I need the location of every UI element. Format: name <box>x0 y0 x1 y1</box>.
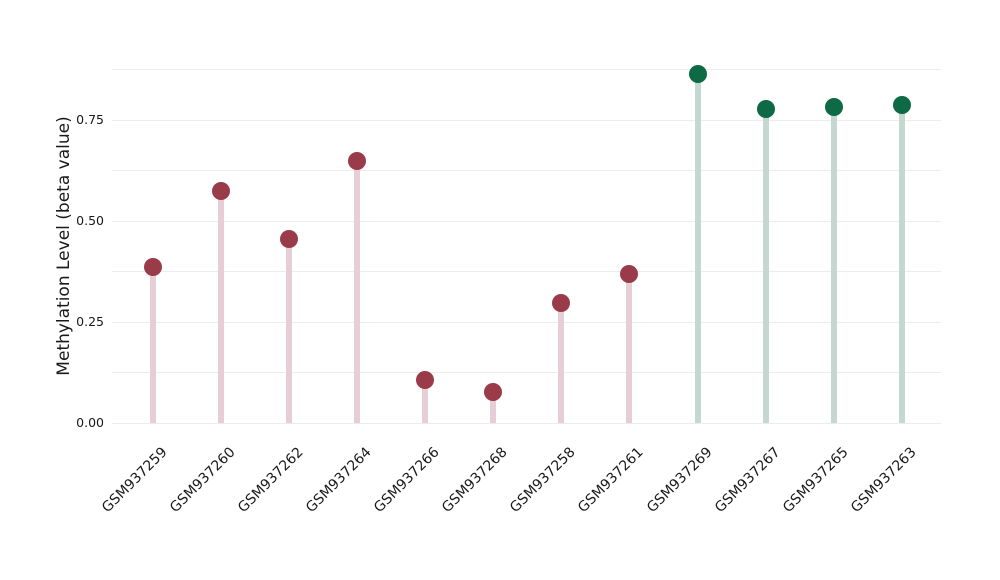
lollipop-stem <box>149 267 156 423</box>
gridline <box>112 119 941 121</box>
data-point-dot <box>620 265 639 284</box>
lollipop-stem <box>286 239 293 423</box>
y-axis-title: Methylation Level (beta value) <box>54 116 74 376</box>
data-point-dot <box>756 100 775 119</box>
x-tick-label: GSM937259 <box>98 444 171 516</box>
data-point-dot <box>552 293 571 312</box>
lollipop-stem <box>898 105 905 423</box>
lollipop-stem <box>490 392 497 423</box>
lollipop-stem <box>626 274 633 423</box>
data-point-dot <box>688 64 707 83</box>
lollipop-stem <box>830 107 837 423</box>
data-point-dot <box>824 98 843 117</box>
gridline <box>112 321 941 323</box>
lollipop-stem <box>762 109 769 423</box>
lollipop-stem <box>354 161 361 423</box>
data-point-dot <box>484 383 503 402</box>
data-point-dot <box>416 370 435 389</box>
data-point-dot <box>892 96 911 115</box>
gridline <box>112 220 941 222</box>
gridline <box>112 271 941 272</box>
data-point-dot <box>280 230 299 249</box>
data-point-dot <box>348 152 367 171</box>
gridline <box>112 372 941 373</box>
lollipop-stem <box>558 302 565 423</box>
lollipop-stem <box>694 73 701 423</box>
y-tick-label: 0.00 <box>76 415 104 430</box>
y-tick-label: 0.25 <box>76 314 104 329</box>
lollipop-stem <box>217 190 224 423</box>
y-tick-label: 0.75 <box>76 112 104 127</box>
data-point-dot <box>143 258 162 277</box>
lollipop-stem <box>422 379 429 423</box>
gridline <box>112 170 941 171</box>
data-point-dot <box>211 181 230 200</box>
gridline <box>112 69 941 70</box>
y-tick-label: 0.50 <box>76 213 104 228</box>
gridline <box>112 422 941 424</box>
